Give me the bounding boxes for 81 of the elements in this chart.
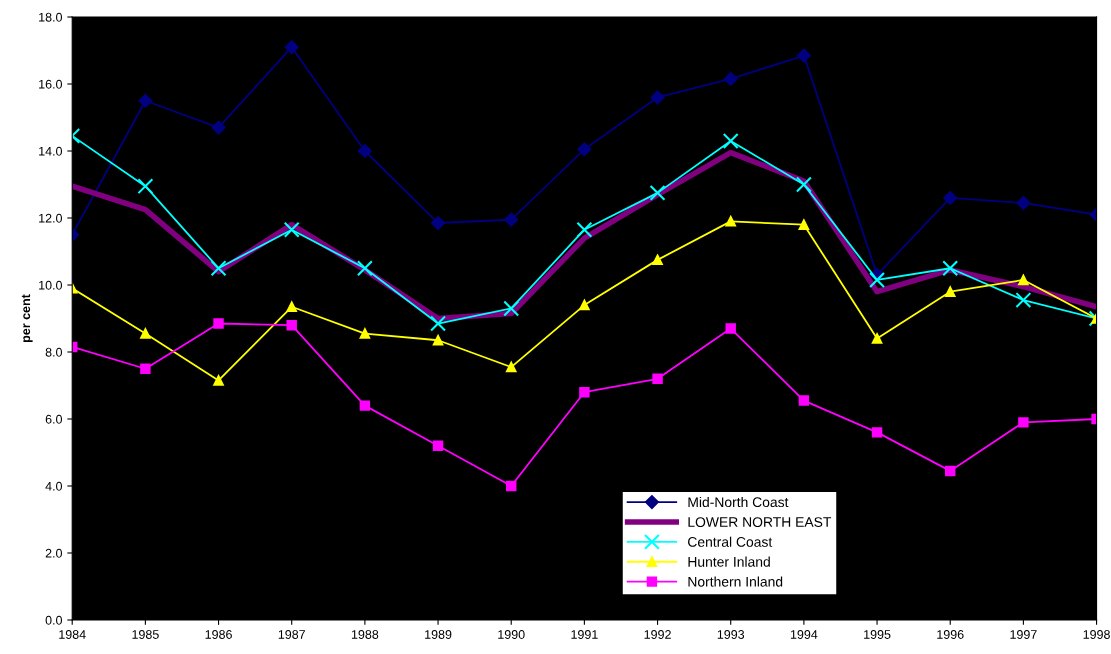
point — [504, 212, 519, 227]
point — [213, 375, 224, 386]
point — [725, 323, 736, 334]
x-tick-label: 1989 — [425, 630, 452, 639]
point — [943, 190, 958, 205]
legend-label: Mid-North Coast — [688, 496, 789, 508]
point — [357, 144, 372, 158]
y-tick-label: 2.0 — [45, 548, 63, 558]
point — [138, 93, 153, 108]
point — [506, 480, 517, 492]
y-tick-label: 18.0 — [39, 12, 63, 22]
y-tick-label: 14.0 — [39, 146, 63, 156]
x-tick-label: 1984 — [59, 630, 86, 639]
point — [945, 465, 956, 477]
x-tick-label: 1997 — [1010, 630, 1037, 639]
point — [213, 318, 224, 329]
x-tick-label: 1988 — [351, 630, 379, 639]
y-axis-title: per cent — [21, 294, 33, 342]
x-tick-label: 1994 — [790, 630, 818, 639]
point — [795, 176, 812, 193]
point — [430, 315, 447, 332]
legend-label: Northern Inland — [688, 576, 783, 587]
point — [359, 328, 371, 339]
x-tick-label: 1985 — [132, 630, 159, 639]
x-tick-label: 1995 — [864, 630, 891, 639]
y-tick-label: 8.0 — [45, 347, 63, 357]
x-tick-label: 1991 — [571, 630, 598, 639]
x-tick-label: 1998 — [1083, 630, 1110, 639]
point — [1015, 292, 1032, 309]
point — [576, 221, 593, 238]
y-tick-label: 10.0 — [39, 280, 63, 290]
point — [649, 184, 666, 201]
point — [283, 221, 300, 238]
x-tick-label: 1990 — [498, 630, 525, 639]
point — [211, 120, 226, 135]
point — [1018, 417, 1029, 428]
point — [652, 254, 663, 266]
point — [432, 440, 444, 451]
point — [871, 427, 883, 438]
x-tick-label: 1987 — [278, 630, 305, 639]
point — [137, 178, 154, 195]
point — [286, 319, 297, 331]
point — [286, 301, 297, 312]
point — [798, 219, 810, 230]
point — [579, 299, 590, 311]
legend-label: Central Coast — [688, 536, 773, 547]
point — [503, 300, 520, 317]
y-tick-label: 6.0 — [45, 414, 63, 424]
point — [431, 216, 445, 230]
y-tick-label: 12.0 — [39, 213, 63, 223]
point — [869, 271, 886, 288]
point — [579, 386, 590, 398]
legend-label: LOWER NORTH EAST — [688, 517, 832, 527]
y-tick-label: 16.0 — [39, 79, 63, 89]
point — [1018, 274, 1029, 286]
point — [798, 395, 810, 406]
point — [1016, 195, 1031, 210]
point — [577, 142, 592, 157]
y-tick-label: 4.0 — [45, 481, 63, 491]
y-tick-label: 0.0 — [45, 615, 63, 625]
point — [725, 216, 736, 227]
point — [723, 72, 738, 86]
point — [945, 286, 956, 297]
x-tick-label: 1992 — [644, 630, 671, 639]
point — [140, 363, 151, 374]
point — [359, 400, 371, 411]
x-tick-label: 1996 — [937, 630, 964, 639]
legend-label: Hunter Inland — [688, 556, 770, 567]
point — [871, 333, 883, 344]
point — [650, 90, 665, 105]
point — [356, 260, 373, 277]
point — [284, 40, 299, 55]
point — [652, 373, 663, 384]
x-tick-label: 1986 — [205, 630, 232, 639]
point — [210, 260, 227, 277]
x-tick-label: 1993 — [717, 630, 745, 639]
point — [140, 328, 151, 339]
point — [506, 361, 517, 373]
point — [796, 48, 811, 63]
point — [942, 260, 959, 277]
point — [722, 132, 739, 149]
